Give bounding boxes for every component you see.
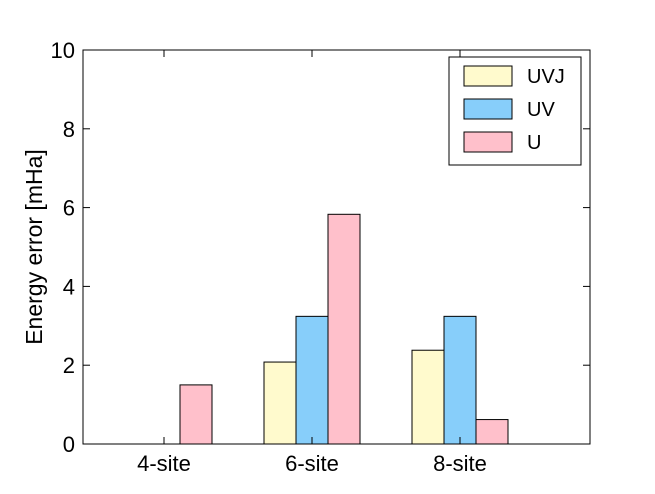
bar-u-6-site [327,213,361,445]
legend-swatch [463,131,513,153]
bar-uvj-8-site [411,349,445,445]
bar-u-4-site [179,384,213,445]
x-tick-label: 6-site [285,451,339,476]
x-tick-label: 4-site [137,451,191,476]
y-axis-label: Energy error [mHa] [21,149,47,345]
y-axis: 0 2 4 6 8 10 [51,38,590,457]
bar-uv-6-site [295,315,329,445]
legend-swatch [463,98,513,120]
legend-label: U [527,132,541,154]
legend-label: UV [527,99,555,121]
bar-u-8-site [475,419,509,445]
bar-uvj-6-site [263,361,297,445]
bar-uv-8-site [443,315,477,445]
x-tick-label: 8-site [433,451,487,476]
y-tick-label: 8 [63,117,75,142]
x-axis: 4-site 6-site 8-site [137,50,487,476]
y-tick-label: 2 [63,353,75,378]
bars-group [179,213,509,445]
y-tick-label: 0 [63,432,75,457]
legend: UVJ UV U [448,56,582,166]
y-tick-label: 10 [51,38,75,63]
legend-swatch [463,65,513,87]
y-tick-label: 4 [63,274,75,299]
plot-frame [82,49,591,445]
y-tick-label: 6 [63,196,75,221]
legend-label: UVJ [527,66,565,88]
